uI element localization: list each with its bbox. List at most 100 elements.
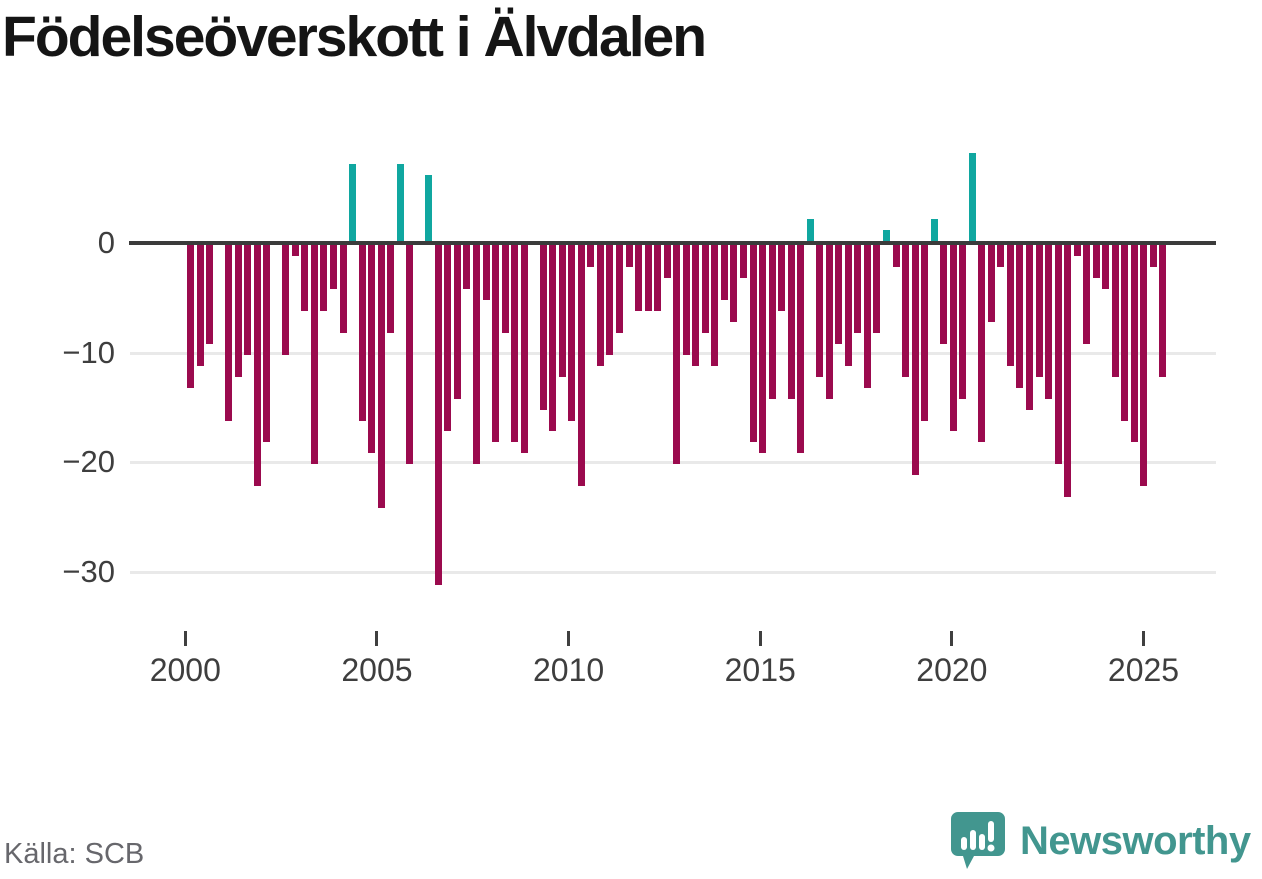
- bar-2022Q1: [1025, 245, 1033, 410]
- bar-2011Q2: [616, 245, 624, 333]
- bar-2015Q4: [787, 245, 795, 399]
- x-axis-tick: [183, 631, 187, 646]
- x-axis-tick-label: 2025: [1107, 652, 1180, 688]
- bar-2016Q2: [806, 219, 814, 241]
- bar-2020Q3: [968, 153, 976, 241]
- bar-2002Q3: [282, 245, 290, 355]
- bar-2020Q1: [949, 245, 957, 432]
- bar-2003Q2: [310, 245, 318, 465]
- bar-2022Q3: [1045, 245, 1053, 399]
- bar-2017Q3: [854, 245, 862, 333]
- bar-2014Q2: [730, 245, 738, 322]
- y-axis-tick-label: −10: [62, 334, 115, 370]
- bar-2005Q2: [387, 245, 395, 333]
- bar-2003Q4: [330, 245, 337, 289]
- bar-2007Q4: [482, 245, 490, 300]
- y-axis-tick-label: −30: [62, 554, 115, 590]
- bar-2021Q2: [997, 245, 1005, 267]
- bar-2014Q3: [739, 245, 747, 278]
- bar-2004Q4: [368, 245, 376, 454]
- bar-2024Q2: [1111, 245, 1119, 377]
- bar-2002Q4: [291, 245, 299, 256]
- bar-2003Q3: [320, 245, 328, 311]
- bar-2007Q1: [453, 245, 461, 399]
- bar-2011Q3: [625, 245, 633, 267]
- bar-2000Q2: [196, 245, 204, 366]
- newsworthy-logo-text: Newsworthy: [1020, 819, 1251, 863]
- bar-2016Q3: [816, 245, 824, 377]
- bar-2023Q1: [1064, 245, 1072, 498]
- source-label: Källa: SCB: [4, 838, 145, 870]
- bar-2012Q1: [644, 245, 652, 311]
- bar-2024Q3: [1121, 245, 1129, 421]
- bar-2018Q3: [892, 245, 900, 267]
- bar-2006Q2: [425, 175, 433, 241]
- bar-2016Q1: [797, 245, 805, 454]
- bar-2012Q3: [663, 245, 671, 278]
- bar-2013Q3: [701, 245, 709, 333]
- bar-2010Q2: [577, 245, 585, 487]
- bar-2001Q3: [244, 245, 252, 355]
- bar-2000Q1: [187, 245, 194, 388]
- bar-2004Q3: [358, 245, 366, 421]
- bar-2012Q2: [654, 245, 662, 311]
- newsworthy-logo-icon: [951, 812, 1005, 869]
- bar-2002Q1: [263, 245, 271, 443]
- x-axis-tick-label: 2015: [724, 652, 796, 688]
- bar-2011Q1: [606, 245, 614, 355]
- bar-2020Q4: [978, 245, 986, 443]
- bar-2021Q4: [1016, 245, 1024, 388]
- bar-2006Q3: [434, 245, 442, 586]
- x-axis-tick: [1142, 631, 1145, 646]
- bar-2007Q2: [463, 245, 471, 289]
- newsworthy-logo: Newsworthy: [948, 808, 1251, 874]
- chart-title: Födelseöverskott i Älvdalen: [2, 5, 707, 69]
- bar-2009Q2: [539, 245, 547, 410]
- bar-2020Q2: [959, 245, 967, 399]
- gridline: [130, 461, 1216, 465]
- bar-2005Q1: [377, 245, 385, 509]
- bar-2013Q2: [692, 245, 700, 366]
- bar-2018Q4: [902, 245, 910, 377]
- bar-2008Q4: [520, 245, 528, 454]
- bar-2003Q1: [301, 245, 309, 311]
- x-axis-tick-label: 2010: [532, 652, 605, 688]
- bar-2019Q4: [940, 245, 948, 344]
- x-axis-tick-label: 2005: [341, 652, 413, 688]
- bar-2005Q4: [406, 245, 414, 465]
- bar-2024Q1: [1102, 245, 1110, 289]
- bar-2001Q1: [225, 245, 233, 421]
- bar-2001Q2: [234, 245, 242, 377]
- bar-2008Q3: [511, 245, 519, 443]
- bar-2008Q1: [492, 245, 500, 443]
- bar-2022Q4: [1054, 245, 1062, 465]
- bar-2009Q4: [558, 245, 566, 377]
- y-axis-tick-label: 0: [97, 225, 115, 260]
- bar-2015Q3: [778, 245, 786, 311]
- bar-2019Q2: [921, 245, 929, 421]
- bar-2018Q1: [873, 245, 881, 333]
- bar-2010Q1: [568, 245, 576, 421]
- bar-2004Q2: [349, 164, 357, 241]
- bar-2006Q4: [444, 245, 452, 432]
- bar-2014Q1: [720, 245, 728, 300]
- x-axis-tick: [950, 631, 954, 646]
- bar-2017Q4: [863, 245, 871, 388]
- x-axis-tick: [567, 631, 571, 646]
- x-axis-tick-label: 2000: [149, 652, 221, 688]
- bar-2000Q3: [206, 245, 214, 344]
- bar-2019Q3: [930, 219, 938, 241]
- bar-2010Q3: [587, 245, 595, 267]
- bar-2001Q4: [253, 245, 261, 487]
- bar-2025Q3: [1159, 245, 1167, 377]
- bar-2017Q1: [835, 245, 843, 344]
- zero-axis-line: [129, 241, 1216, 245]
- bar-2025Q1: [1140, 245, 1148, 487]
- bar-2015Q1: [759, 245, 767, 454]
- bar-2013Q1: [682, 245, 690, 355]
- bar-2023Q4: [1092, 245, 1100, 278]
- bar-2018Q2: [882, 230, 890, 241]
- gridline: [130, 571, 1216, 575]
- bar-2007Q3: [473, 245, 481, 465]
